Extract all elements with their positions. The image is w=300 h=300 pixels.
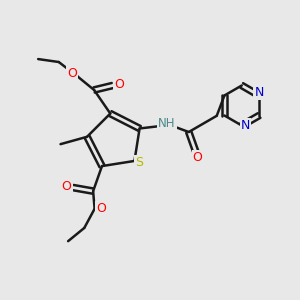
Text: O: O (193, 152, 202, 164)
Text: N: N (254, 86, 264, 99)
Text: S: S (135, 156, 143, 169)
Text: O: O (62, 180, 72, 193)
Text: NH: NH (158, 117, 176, 130)
Text: O: O (67, 67, 77, 80)
Text: N: N (241, 119, 250, 132)
Text: O: O (114, 78, 124, 91)
Text: O: O (96, 202, 106, 215)
